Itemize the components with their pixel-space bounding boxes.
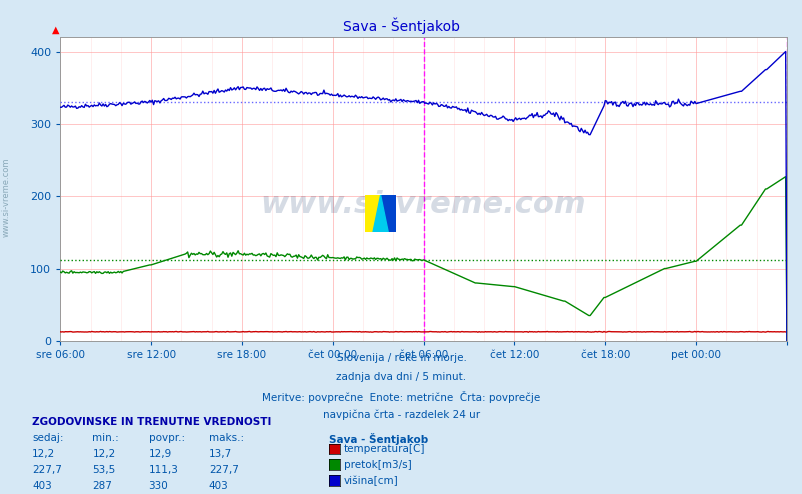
Text: 53,5: 53,5 [92, 465, 115, 475]
Bar [365, 195, 380, 232]
Text: sedaj:: sedaj: [32, 433, 63, 443]
Text: višina[cm]: višina[cm] [343, 475, 398, 486]
Text: Meritve: povprečne  Enote: metrične  Črta: povprečje: Meritve: povprečne Enote: metrične Črta:… [262, 391, 540, 403]
Text: 12,9: 12,9 [148, 449, 172, 459]
Text: 13,7: 13,7 [209, 449, 232, 459]
Text: 403: 403 [32, 481, 52, 491]
Text: Sava - Šentjakob: Sava - Šentjakob [329, 433, 428, 445]
Text: povpr.:: povpr.: [148, 433, 184, 443]
Text: 12,2: 12,2 [92, 449, 115, 459]
Text: 330: 330 [148, 481, 168, 491]
Text: ▲: ▲ [52, 25, 60, 35]
Text: ZGODOVINSKE IN TRENUTNE VREDNOSTI: ZGODOVINSKE IN TRENUTNE VREDNOSTI [32, 417, 271, 427]
Text: navpična črta - razdelek 24 ur: navpična črta - razdelek 24 ur [322, 410, 480, 420]
Text: 403: 403 [209, 481, 229, 491]
Text: 227,7: 227,7 [32, 465, 62, 475]
Text: 227,7: 227,7 [209, 465, 238, 475]
Text: Slovenija / reke in morje.: Slovenija / reke in morje. [336, 353, 466, 363]
Text: min.:: min.: [92, 433, 119, 443]
Text: zadnja dva dni / 5 minut.: zadnja dva dni / 5 minut. [336, 372, 466, 382]
Polygon shape [372, 195, 388, 232]
Bar [380, 195, 395, 232]
Text: Sava - Šentjakob: Sava - Šentjakob [342, 17, 460, 34]
Text: 287: 287 [92, 481, 112, 491]
Text: www.si-vreme.com: www.si-vreme.com [261, 190, 585, 219]
Text: 12,2: 12,2 [32, 449, 55, 459]
Text: www.si-vreme.com: www.si-vreme.com [2, 158, 11, 237]
Text: maks.:: maks.: [209, 433, 244, 443]
Text: temperatura[C]: temperatura[C] [343, 444, 424, 454]
Text: pretok[m3/s]: pretok[m3/s] [343, 460, 411, 470]
Text: 111,3: 111,3 [148, 465, 178, 475]
